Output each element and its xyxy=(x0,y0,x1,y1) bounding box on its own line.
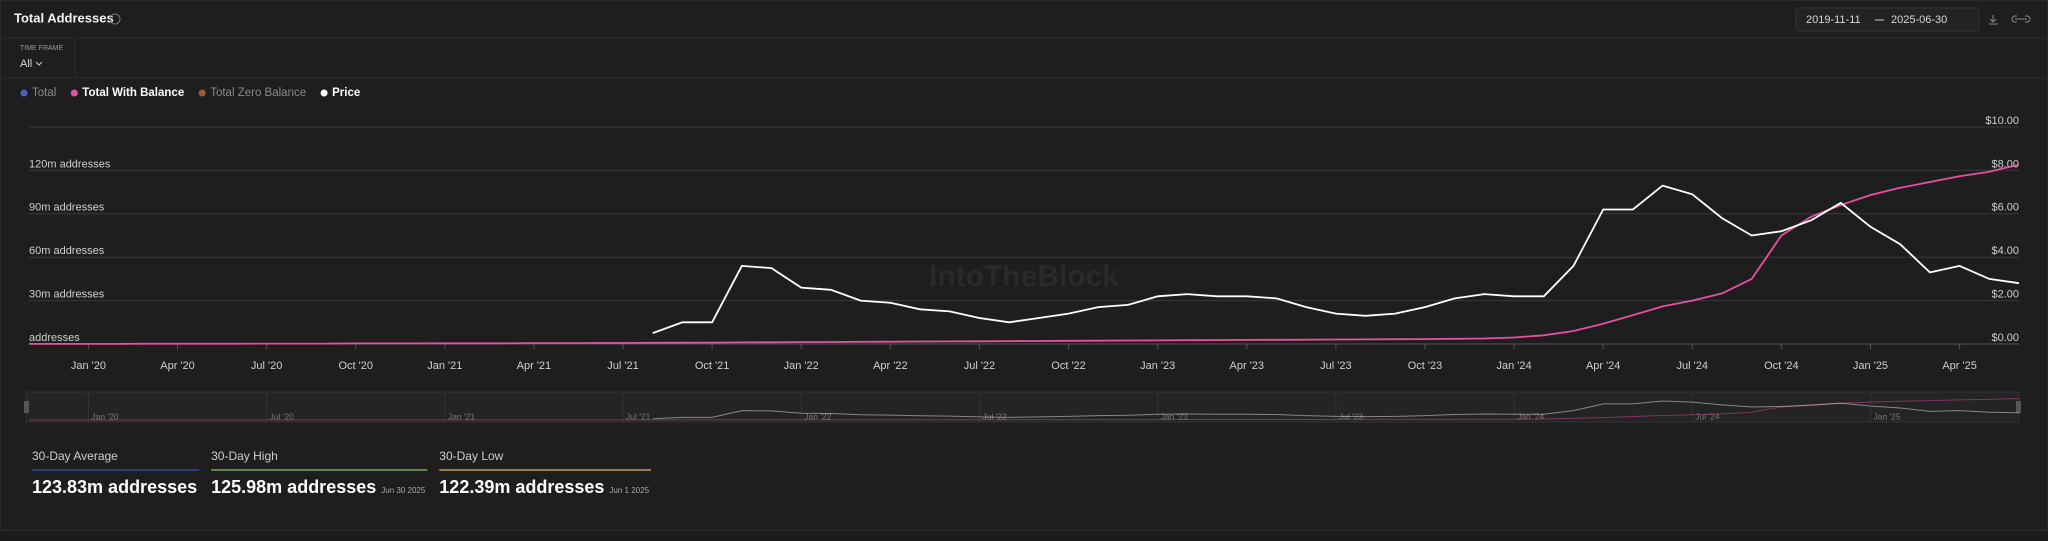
legend-label[interactable]: Price xyxy=(332,87,360,99)
download-icon[interactable] xyxy=(1989,15,1998,25)
y-tick-label: 30m addresses xyxy=(29,289,105,301)
legend-label[interactable]: Total Zero Balance xyxy=(210,87,306,99)
x-tick-label: Apr '23 xyxy=(1230,360,1265,372)
stat-label: 30-Day Low xyxy=(439,449,503,463)
timeframe[interactable]: All xyxy=(20,58,32,70)
dropdown-icon[interactable] xyxy=(35,61,43,66)
navigator-label: Jul '23 xyxy=(1339,411,1364,421)
legend-marker[interactable] xyxy=(198,89,206,97)
x-tick-label: Oct '21 xyxy=(695,360,730,372)
stat-date: Jun 1 2025 xyxy=(609,486,649,495)
legend-label[interactable]: Total With Balance xyxy=(82,87,184,99)
navigator-label: Jul '24 xyxy=(1695,411,1720,421)
navigator-label: Jan '22 xyxy=(804,411,831,421)
stat-value: 125.98m addresses xyxy=(211,477,376,497)
navigator-line xyxy=(652,400,2020,420)
stat-label: 30-Day High xyxy=(211,449,278,463)
navigator-label: Jan '24 xyxy=(1517,411,1544,421)
navigator[interactable] xyxy=(25,391,2020,423)
stat-label: 30-Day Average xyxy=(32,449,118,463)
link-icon[interactable] xyxy=(2011,15,2031,23)
x-tick-label: Oct '23 xyxy=(1408,360,1443,372)
x-tick-label: Jul '23 xyxy=(1320,360,1351,372)
navigator-handle[interactable] xyxy=(2016,401,2021,413)
x-tick-label: Jan '22 xyxy=(784,360,819,372)
navigator-line xyxy=(29,398,2020,421)
y2-tick-label: $0.00 xyxy=(1991,332,2019,344)
navigator-label: Jul '20 xyxy=(270,411,295,421)
x-tick-label: Jul '21 xyxy=(607,360,638,372)
y2-tick-label: $10.00 xyxy=(1985,115,2019,127)
y2-tick-label: $8.00 xyxy=(1991,158,2019,170)
legend-marker[interactable] xyxy=(320,89,328,97)
stat-value: 122.39m addresses xyxy=(439,477,604,497)
legend-label[interactable]: Total xyxy=(32,87,56,99)
x-tick-label: Oct '24 xyxy=(1764,360,1799,372)
stat-date: Jun 30 2025 xyxy=(381,486,426,495)
series-line xyxy=(29,163,2020,345)
x-tick-label: Jan '21 xyxy=(427,360,462,372)
x-tick-label: Apr '25 xyxy=(1942,360,1977,372)
x-tick-label: Apr '22 xyxy=(873,360,908,372)
watermark: IntoTheBlock xyxy=(929,260,1119,293)
date-range[interactable] xyxy=(1795,7,1980,32)
info-icon[interactable] xyxy=(109,13,121,25)
timeframe-label: TIME FRAME xyxy=(20,45,63,52)
navigator-label: Jan '21 xyxy=(448,411,475,421)
navigator-label: Jul '21 xyxy=(626,411,651,421)
date-from[interactable]: 2019-11-11 xyxy=(1806,14,1861,26)
y-tick-label: addresses xyxy=(29,332,80,344)
x-tick-label: Oct '20 xyxy=(338,360,373,372)
x-tick-label: Apr '20 xyxy=(160,360,195,372)
x-tick-label: Apr '21 xyxy=(517,360,552,372)
x-tick-label: Jul '24 xyxy=(1677,360,1708,372)
y2-tick-label: $6.00 xyxy=(1991,202,2019,214)
legend-marker[interactable] xyxy=(70,89,78,97)
legend-marker[interactable] xyxy=(20,89,28,97)
stat-value: 123.83m addresses xyxy=(32,477,197,497)
navigator-handle[interactable] xyxy=(24,401,29,413)
x-tick-label: Jan '24 xyxy=(1497,360,1532,372)
x-tick-label: Jul '20 xyxy=(251,360,282,372)
x-tick-label: Apr '24 xyxy=(1586,360,1621,372)
y-tick-label: 90m addresses xyxy=(29,202,105,214)
navigator-label: Jan '23 xyxy=(1161,411,1188,421)
date-to[interactable]: 2025-06-30 xyxy=(1891,14,1947,26)
y-tick-label: 60m addresses xyxy=(29,245,105,257)
navigator-label: Jan '20 xyxy=(91,411,118,421)
x-tick-label: Jul '22 xyxy=(964,360,995,372)
x-tick-label: Jan '23 xyxy=(1140,360,1175,372)
title: Total Addresses xyxy=(14,10,114,25)
y-tick-label: 120m addresses xyxy=(29,158,111,170)
y2-tick-label: $2.00 xyxy=(1991,289,2019,301)
x-tick-label: Jan '20 xyxy=(71,360,106,372)
navigator-label: Jan '25 xyxy=(1873,411,1900,421)
x-tick-label: Jan '25 xyxy=(1853,360,1888,372)
y2-tick-label: $4.00 xyxy=(1991,245,2019,257)
series-line xyxy=(652,184,2020,334)
navigator-label: Jul '22 xyxy=(982,411,1007,421)
x-tick-label: Oct '22 xyxy=(1051,360,1086,372)
